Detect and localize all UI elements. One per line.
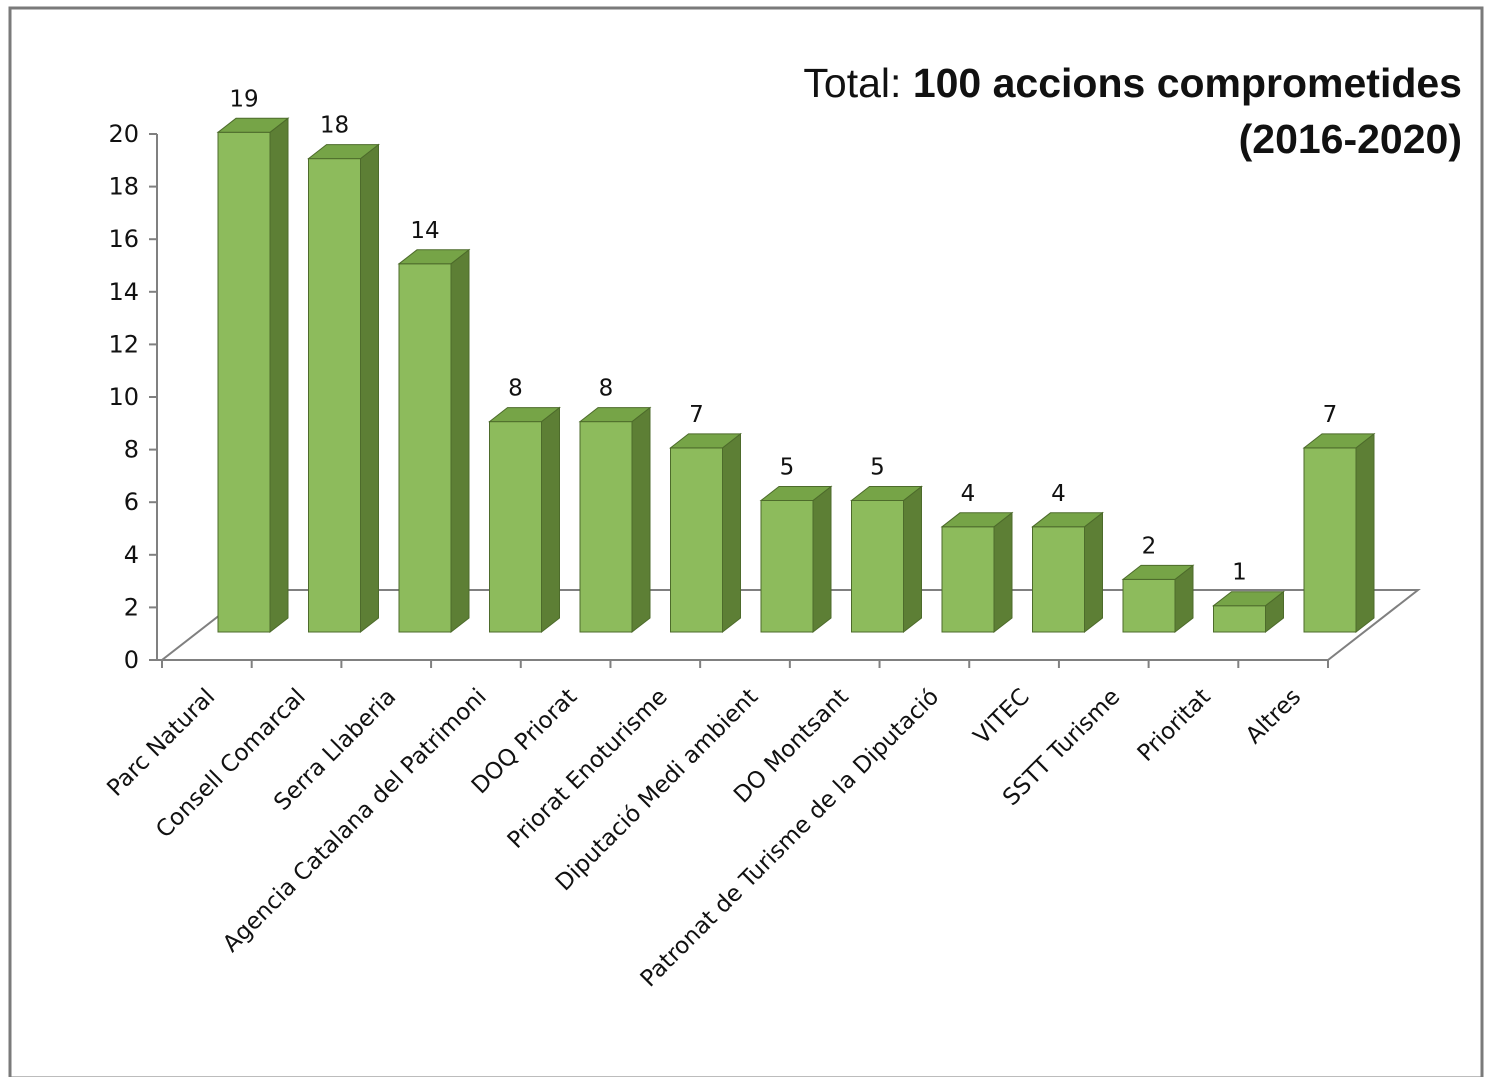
chart-title: Total: 100 accions comprometides xyxy=(803,60,1462,106)
category-label: Prioritat xyxy=(1133,684,1216,767)
y-tick-label: 12 xyxy=(108,330,139,358)
bar-side xyxy=(360,143,379,634)
data-label: 4 xyxy=(961,481,976,507)
y-tick-label: 6 xyxy=(124,488,139,516)
bar xyxy=(1302,432,1376,634)
bar-front xyxy=(1122,578,1176,633)
bar-side xyxy=(903,485,922,634)
bar-top xyxy=(1121,564,1195,580)
data-label: 5 xyxy=(870,455,885,481)
category-label: Altres xyxy=(1241,684,1306,749)
axes xyxy=(149,133,1421,668)
bar-front xyxy=(1303,447,1357,633)
bar-side xyxy=(541,406,560,634)
chart-border xyxy=(8,6,1484,1077)
data-label: 1 xyxy=(1232,560,1247,586)
bar-front xyxy=(579,421,633,633)
bar xyxy=(216,117,290,634)
bar-front xyxy=(308,158,361,633)
y-tick-label: 0 xyxy=(124,646,139,674)
bar-top xyxy=(488,407,561,423)
data-label: 8 xyxy=(599,376,614,402)
chart-subtitle: (2016-2020) xyxy=(1239,116,1462,162)
bar-front xyxy=(398,263,452,633)
y-tick-label: 2 xyxy=(124,593,139,621)
bar xyxy=(1121,564,1195,634)
bar-front xyxy=(851,500,904,633)
y-tick-label: 20 xyxy=(108,120,139,148)
bar-top xyxy=(578,407,652,423)
bar-top xyxy=(397,249,471,265)
data-label: 19 xyxy=(229,86,258,112)
category-label: Priorat Enoturisme xyxy=(503,684,673,854)
bar-side xyxy=(993,511,1013,634)
bar-side xyxy=(269,117,289,634)
bar xyxy=(397,248,471,634)
data-label: 2 xyxy=(1142,533,1157,559)
bar-front xyxy=(760,500,814,633)
data-label: 5 xyxy=(780,455,795,481)
bar xyxy=(578,406,652,634)
bar xyxy=(488,406,561,634)
bar-top xyxy=(850,486,923,501)
bar-side xyxy=(1084,511,1103,634)
y-tick-label: 16 xyxy=(108,225,139,253)
bar-top xyxy=(1031,512,1104,528)
bar xyxy=(669,432,742,634)
chart-title-prefix: Total: xyxy=(803,60,912,106)
bar xyxy=(759,485,833,634)
bar-side xyxy=(812,485,832,634)
bar xyxy=(1212,590,1285,634)
data-label: 7 xyxy=(1323,402,1338,428)
y-tick-label: 18 xyxy=(108,173,139,201)
bar xyxy=(1031,511,1104,634)
bar-side xyxy=(450,248,470,634)
data-labels: 19 18 14 8 8 7 5 5 4 4 2 1 7 xyxy=(229,86,1337,585)
bar-side xyxy=(722,432,741,634)
bar-front xyxy=(1032,526,1085,633)
data-label: 8 xyxy=(508,376,523,402)
y-tick-label: 4 xyxy=(124,541,139,569)
y-tick-label: 10 xyxy=(108,383,139,411)
bar-top xyxy=(216,117,290,133)
bar-side xyxy=(631,406,651,634)
bar-top xyxy=(759,486,833,501)
bars xyxy=(216,117,1376,634)
category-label: Consell Comarcal xyxy=(151,684,311,844)
category-label: VITEC xyxy=(969,684,1035,750)
bar-top xyxy=(307,144,380,160)
bar-side xyxy=(1355,432,1375,634)
y-tick-labels: 0 2 4 6 8 10 12 14 16 18 20 xyxy=(108,120,139,674)
chart-title-bold: 100 accions comprometides xyxy=(913,60,1462,106)
data-label: 14 xyxy=(410,218,439,244)
bar-top xyxy=(1212,591,1285,607)
bar xyxy=(940,511,1014,634)
bar-front xyxy=(489,421,542,633)
bar-top xyxy=(940,512,1014,528)
bar-front xyxy=(670,447,723,633)
bar-front xyxy=(1213,605,1266,633)
data-label: 7 xyxy=(689,402,704,428)
data-label: 4 xyxy=(1051,481,1066,507)
data-label: 18 xyxy=(320,113,349,139)
bar xyxy=(850,485,923,634)
bar-top xyxy=(1302,433,1376,449)
bar-top xyxy=(669,433,742,449)
bar-front xyxy=(217,131,271,633)
bar xyxy=(307,143,380,634)
y-tick-label: 14 xyxy=(108,278,139,306)
bar-front xyxy=(941,526,995,633)
y-tick-label: 8 xyxy=(124,436,139,464)
